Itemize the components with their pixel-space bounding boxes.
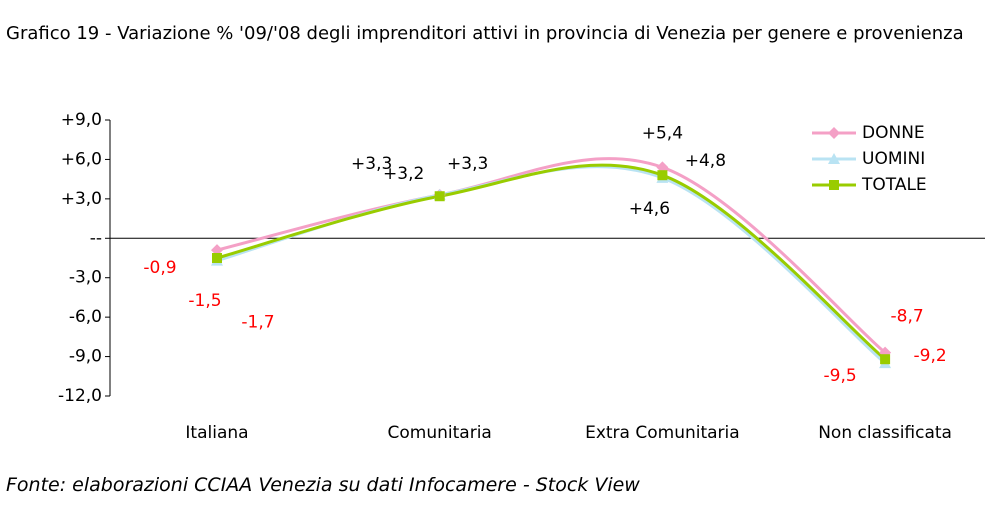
data-point <box>212 253 222 263</box>
series-line <box>216 163 887 361</box>
legend-label: UOMINI <box>862 149 925 169</box>
y-tick-label: +6,0 <box>61 149 102 169</box>
data-label: +3,3 <box>447 154 488 174</box>
x-tick-label: Italiana <box>185 423 248 443</box>
y-tick-label: -3,0 <box>69 268 102 288</box>
data-label: -1,7 <box>241 313 274 333</box>
y-tick-label: -6,0 <box>69 307 102 327</box>
data-label: +5,4 <box>642 123 683 143</box>
legend-label: DONNE <box>862 123 925 143</box>
data-label: +4,8 <box>685 151 726 171</box>
data-label: -1,5 <box>188 291 221 311</box>
y-tick-label: +9,0 <box>61 110 102 130</box>
source-note: Fonte: elaborazioni CCIAA Venezia su dat… <box>6 474 640 496</box>
series-line <box>216 157 887 354</box>
data-point <box>434 191 445 202</box>
data-label: -8,7 <box>891 307 924 327</box>
legend-marker <box>829 180 839 190</box>
legend-label: TOTALE <box>861 175 927 195</box>
data-label: +4,6 <box>629 199 670 219</box>
data-point <box>880 354 891 365</box>
y-tick-label: -12,0 <box>58 386 102 406</box>
data-label: +3,3 <box>351 154 392 174</box>
legend-marker <box>828 153 840 164</box>
x-tick-label: Non classificata <box>818 423 952 443</box>
chart-title: Grafico 19 - Variazione % '09/'08 degli … <box>6 23 964 44</box>
legend-marker <box>828 127 840 139</box>
data-label: +3,2 <box>383 164 424 184</box>
y-tick-label: -9,0 <box>69 347 102 367</box>
y-tick-label: -- <box>90 228 102 248</box>
data-label: -9,2 <box>914 346 947 366</box>
data-label: -0,9 <box>143 258 176 278</box>
x-tick-label: Comunitaria <box>388 423 492 443</box>
x-tick-label: Extra Comunitaria <box>585 423 740 443</box>
y-tick-label: +3,0 <box>61 189 102 209</box>
data-point <box>657 170 668 181</box>
data-label: -9,5 <box>824 366 857 386</box>
